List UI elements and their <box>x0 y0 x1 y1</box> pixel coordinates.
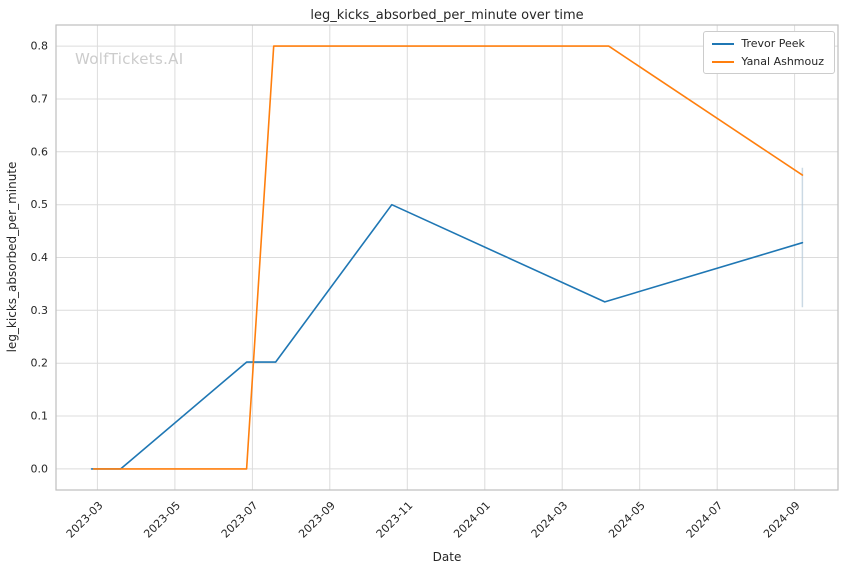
x-tick-label: 2024-01 <box>451 499 493 541</box>
x-tick-label: 2024-07 <box>684 499 726 541</box>
watermark: WolfTickets.AI <box>75 50 184 68</box>
x-tick-label: 2023-11 <box>374 499 416 541</box>
y-axis-label: leg_kicks_absorbed_per_minute <box>5 161 19 353</box>
y-tick-label: 0.4 <box>31 251 49 264</box>
x-tick-label: 2024-03 <box>529 499 571 541</box>
y-tick-label: 0.3 <box>31 304 49 317</box>
legend-item-yanal-ashmouz: Yanal Ashmouz <box>712 55 824 68</box>
y-tick-label: 0.2 <box>31 357 49 370</box>
series-line-trevor-peek <box>90 203 804 470</box>
y-tick-label: 0.7 <box>31 93 49 106</box>
x-axis-label: Date <box>432 550 462 564</box>
x-tick-label: 2023-05 <box>141 499 183 541</box>
x-tick-label: 2024-09 <box>761 499 803 541</box>
legend-swatch-trevor-peek <box>712 42 735 45</box>
series-line-yanal-ashmouz <box>92 45 804 470</box>
plot-border <box>55 24 839 491</box>
x-tick-label: 2023-03 <box>64 499 106 541</box>
x-tick-label: 2024-05 <box>606 499 648 541</box>
legend-swatch-yanal-ashmouz <box>712 60 735 63</box>
legend: Trevor Peek Yanal Ashmouz <box>703 31 835 74</box>
chart-title: leg_kicks_absorbed_per_minute over time <box>310 8 584 23</box>
legend-label-trevor-peek: Trevor Peek <box>741 37 805 50</box>
y-tick-label: 0.5 <box>31 198 49 211</box>
x-tick-label: 2023-07 <box>219 499 261 541</box>
y-tick-label: 0.8 <box>31 40 49 53</box>
y-tick-label: 0.6 <box>31 145 49 158</box>
x-tick-label: 2023-09 <box>296 499 338 541</box>
y-tick-label: 0.0 <box>31 462 49 475</box>
legend-label-yanal-ashmouz: Yanal Ashmouz <box>741 55 824 68</box>
legend-item-trevor-peek: Trevor Peek <box>712 37 824 50</box>
y-tick-label: 0.1 <box>31 410 49 423</box>
